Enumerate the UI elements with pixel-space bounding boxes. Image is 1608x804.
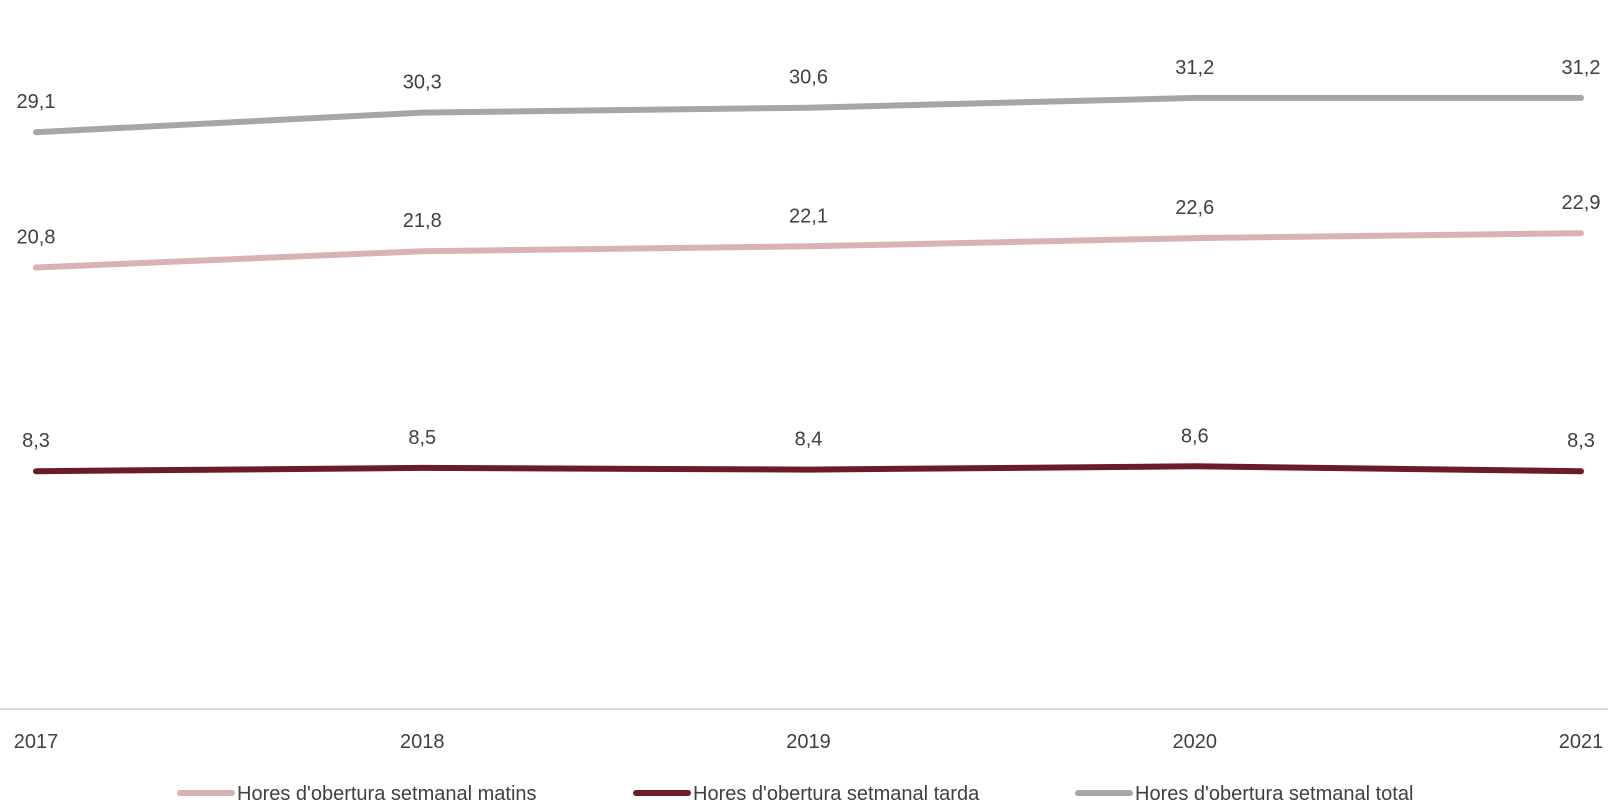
legend-item-1: Hores d'obertura setmanal tarda	[633, 783, 980, 804]
series-layer: 20,8 21,8 22,1 22,6 22,9 8,3 8,5 8,4 8,6 8,3 29,1 3…	[17, 57, 1601, 475]
x-tick-label: 2019	[786, 731, 831, 753]
data-point	[35, 131, 37, 133]
data-label: 8,5	[408, 427, 436, 449]
series-line	[33, 230, 1584, 271]
x-tick-label: 2020	[1173, 731, 1218, 753]
legend-label: Hores d'obertura setmanal total	[1135, 783, 1413, 804]
data-label: 22,1	[789, 205, 828, 227]
data-label: 8,4	[795, 429, 823, 451]
data-point	[1580, 470, 1582, 472]
series-0: 20,8 21,8 22,1 22,6 22,9	[17, 192, 1601, 271]
legend: Hores d'obertura setmanal matins Hores d'…	[177, 783, 1413, 804]
data-point	[1580, 97, 1582, 99]
data-label: 31,2	[1175, 57, 1214, 79]
data-label: 30,6	[789, 67, 828, 89]
data-point	[808, 107, 809, 109]
series-line	[33, 463, 1584, 475]
x-tick-label: 2021	[1559, 731, 1604, 753]
data-point	[35, 266, 37, 268]
series-line	[33, 94, 1584, 136]
data-label: 22,6	[1175, 197, 1214, 219]
data-label: 30,3	[403, 72, 442, 94]
series-2: 29,1 30,3 30,6 31,2 31,2	[17, 57, 1601, 136]
data-label: 31,2	[1562, 57, 1601, 79]
data-label: 22,9	[1562, 192, 1601, 214]
data-label: 29,1	[17, 91, 56, 113]
data-point	[421, 467, 423, 469]
data-point	[1580, 232, 1582, 234]
data-point	[421, 250, 423, 252]
data-point	[1194, 97, 1196, 99]
data-point	[35, 470, 37, 472]
legend-item-0: Hores d'obertura setmanal matins	[177, 783, 537, 804]
legend-label: Hores d'obertura setmanal matins	[237, 783, 537, 804]
x-axis-ticks: 2017 2018 2019 2020 2021	[14, 731, 1604, 753]
data-label: 8,6	[1181, 425, 1209, 447]
data-label: 8,3	[1567, 430, 1595, 452]
data-point	[808, 469, 809, 471]
legend-item-2: Hores d'obertura setmanal total	[1075, 783, 1413, 804]
x-tick-label: 2018	[400, 731, 445, 753]
data-label: 21,8	[403, 210, 442, 232]
legend-label: Hores d'obertura setmanal tarda	[693, 783, 980, 804]
data-label: 20,8	[17, 226, 56, 248]
data-point	[1194, 465, 1196, 467]
data-label: 8,3	[22, 430, 50, 452]
data-point	[808, 245, 809, 247]
series-1: 8,3 8,5 8,4 8,6 8,3	[22, 425, 1595, 475]
data-point	[1194, 237, 1196, 239]
data-point	[421, 112, 423, 114]
x-tick-label: 2017	[14, 731, 59, 753]
